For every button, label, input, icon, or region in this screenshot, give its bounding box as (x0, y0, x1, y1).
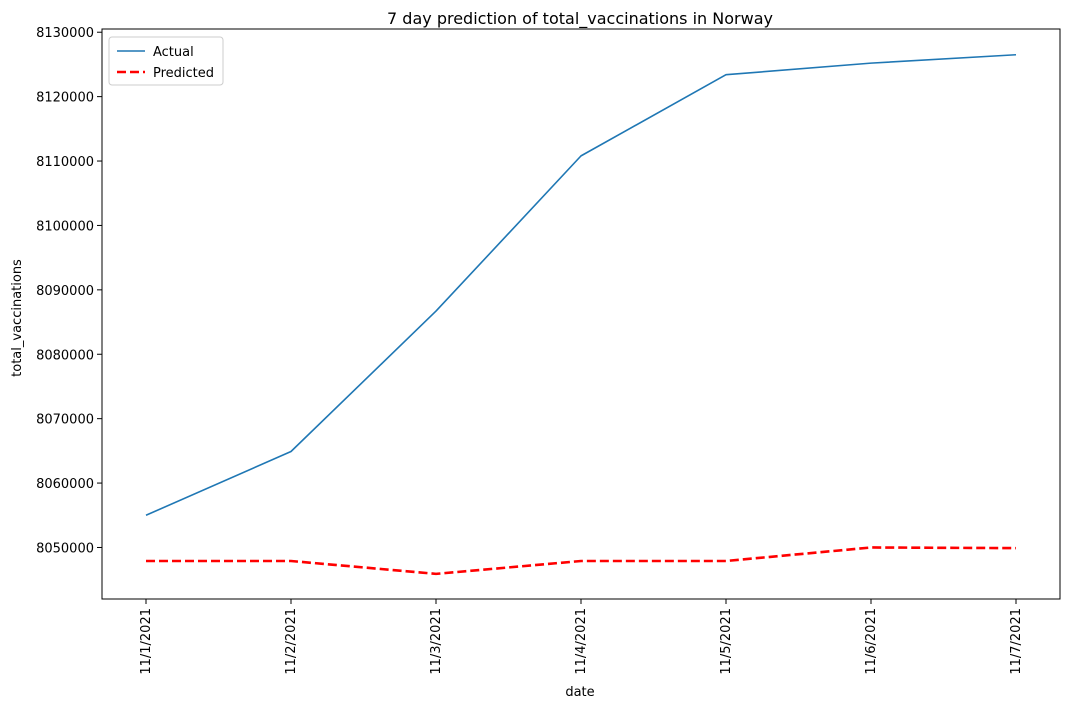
x-tick-label: 11/5/2021 (719, 608, 734, 675)
y-tick-label: 8130000 (36, 26, 94, 41)
y-tick-label: 8100000 (36, 219, 94, 234)
series-line-predicted (146, 546, 1017, 576)
x-tick-label: 11/3/2021 (429, 608, 444, 675)
legend-label-predicted: Predicted (153, 66, 214, 81)
x-tick-label: 11/1/2021 (139, 608, 154, 675)
plot-area: 8050000 8060000 8070000 8080000 8090000 81000… (36, 26, 1061, 675)
y-tick-label: 8090000 (36, 284, 94, 299)
x-tick-label: 11/6/2021 (864, 608, 879, 675)
y-tick-label: 8120000 (36, 91, 94, 106)
x-axis-label: date (565, 685, 594, 700)
plot-frame (101, 28, 1061, 600)
y-tick-label: 8110000 (36, 155, 94, 170)
legend-label-actual: Actual (153, 45, 194, 60)
x-tick-label: 11/2/2021 (284, 608, 299, 675)
series-line-actual (145, 53, 1017, 517)
y-tick-label: 8080000 (36, 348, 94, 363)
legend: Actual Predicted (108, 36, 224, 86)
y-axis-label: total_vaccinations (10, 259, 25, 377)
x-tick-label: 11/4/2021 (574, 608, 589, 675)
y-tick-label: 8050000 (36, 541, 94, 556)
x-tick-label: 11/7/2021 (1009, 608, 1024, 675)
y-tick-label: 8060000 (36, 477, 94, 492)
chart-title: 7 day prediction of total_vaccinations i… (387, 9, 773, 29)
y-tick-label: 8070000 (36, 413, 94, 428)
